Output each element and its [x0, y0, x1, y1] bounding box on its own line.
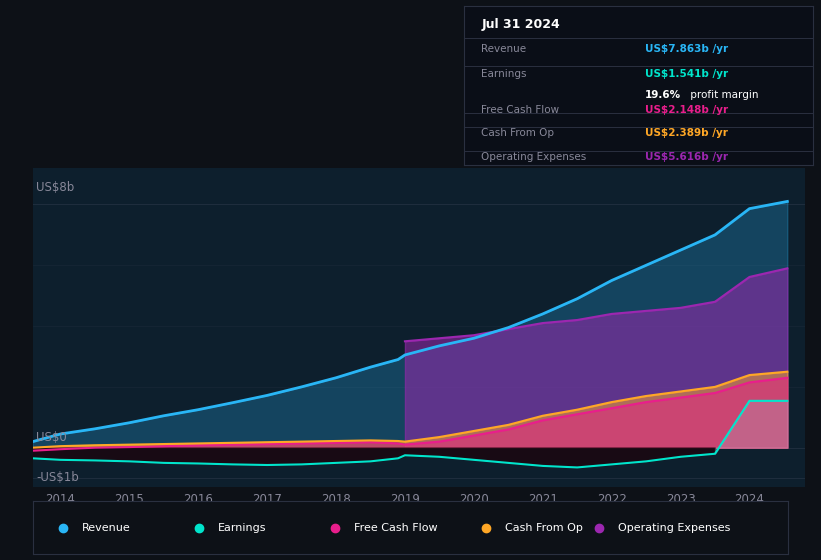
Text: Free Cash Flow: Free Cash Flow [354, 523, 438, 533]
Text: Cash From Op: Cash From Op [481, 128, 554, 138]
Text: US$5.616b /yr: US$5.616b /yr [645, 152, 728, 162]
Text: Operating Expenses: Operating Expenses [481, 152, 586, 162]
Text: profit margin: profit margin [687, 90, 759, 100]
Text: US$2.148b /yr: US$2.148b /yr [645, 105, 728, 115]
Text: US$2.389b /yr: US$2.389b /yr [645, 128, 728, 138]
Text: Earnings: Earnings [218, 523, 266, 533]
Text: Jul 31 2024: Jul 31 2024 [481, 18, 560, 31]
Text: US$1.541b /yr: US$1.541b /yr [645, 69, 728, 80]
Text: Revenue: Revenue [481, 44, 526, 54]
Text: US$7.863b /yr: US$7.863b /yr [645, 44, 728, 54]
Text: Earnings: Earnings [481, 69, 527, 80]
Text: 19.6%: 19.6% [645, 90, 681, 100]
Text: Revenue: Revenue [82, 523, 131, 533]
Text: Free Cash Flow: Free Cash Flow [481, 105, 559, 115]
Text: US$0: US$0 [36, 431, 67, 444]
Text: Cash From Op: Cash From Op [505, 523, 583, 533]
Text: US$8b: US$8b [36, 181, 75, 194]
Text: -US$1b: -US$1b [36, 470, 79, 483]
Text: Operating Expenses: Operating Expenses [618, 523, 731, 533]
